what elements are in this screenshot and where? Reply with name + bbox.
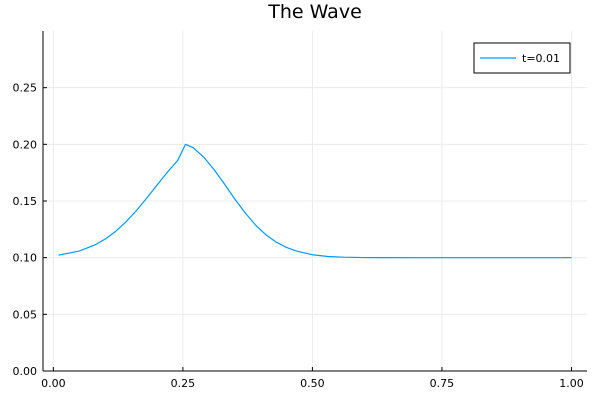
chart-title: The Wave xyxy=(267,1,362,23)
y-tick-label: 0.05 xyxy=(13,308,38,321)
x-tick-label: 0.50 xyxy=(300,377,325,390)
y-tick-label: 0.10 xyxy=(13,252,38,265)
series-layer xyxy=(58,143,572,259)
x-tick-label: 0.25 xyxy=(171,377,196,390)
x-tick-label: 0.00 xyxy=(41,377,66,390)
x-tick-label: 1.00 xyxy=(559,377,584,390)
legend: t=0.01 xyxy=(473,42,571,74)
grid xyxy=(43,31,587,372)
y-tick-label: 0.25 xyxy=(13,82,38,95)
y-tick-label: 0.00 xyxy=(13,365,38,378)
ticks: 0.00 0.25 0.50 0.75 1.00 0.00 0.05 0.10 0.15 0.20… xyxy=(13,82,584,390)
y-tick-label: 0.15 xyxy=(13,195,38,208)
series-line-0 xyxy=(58,143,572,259)
y-tick-label: 0.20 xyxy=(13,138,38,151)
legend-label: t=0.01 xyxy=(522,52,560,65)
x-tick-label: 0.75 xyxy=(430,377,455,390)
